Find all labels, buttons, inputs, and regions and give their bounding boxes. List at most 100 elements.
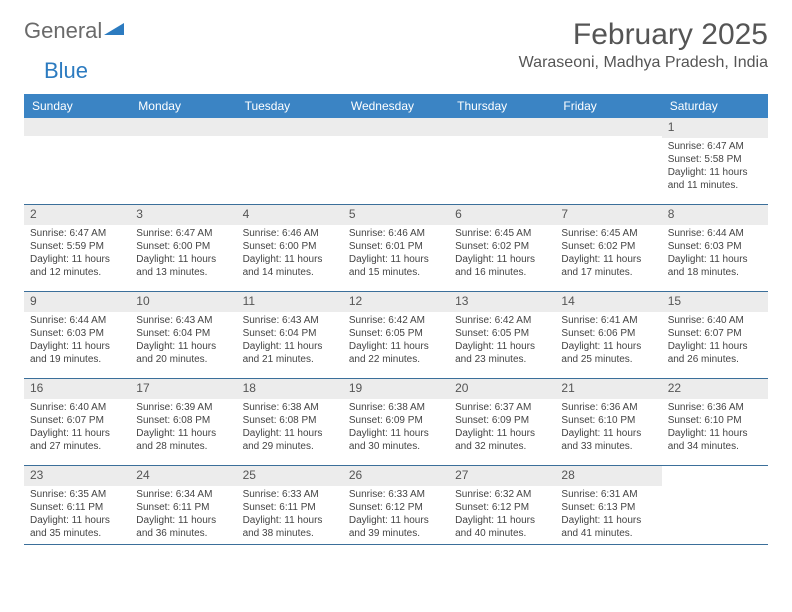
empty-cell (130, 118, 236, 204)
sunset-text: Sunset: 6:02 PM (455, 240, 549, 253)
daynum-row: 12 (343, 292, 449, 312)
sunrise-text: Sunrise: 6:34 AM (136, 488, 230, 501)
sunset-text: Sunset: 6:04 PM (136, 327, 230, 340)
daylight-line1: Daylight: 11 hours (30, 253, 124, 266)
daynum-row: 21 (555, 379, 661, 399)
daynum-row: 7 (555, 205, 661, 225)
daylight-line2: and 13 minutes. (136, 266, 230, 279)
daylight-line1: Daylight: 11 hours (668, 166, 762, 179)
day-cell: 28Sunrise: 6:31 AMSunset: 6:13 PMDayligh… (555, 466, 661, 544)
daylight-line1: Daylight: 11 hours (243, 427, 337, 440)
sunrise-text: Sunrise: 6:38 AM (243, 401, 337, 414)
daylight-line1: Daylight: 11 hours (136, 253, 230, 266)
daylight-line1: Daylight: 11 hours (668, 253, 762, 266)
daylight-line2: and 35 minutes. (30, 527, 124, 540)
daylight-line2: and 32 minutes. (455, 440, 549, 453)
day-number: 10 (136, 294, 149, 310)
daylight-line1: Daylight: 11 hours (668, 340, 762, 353)
daynum-row (130, 118, 236, 136)
day-number: 5 (349, 207, 356, 223)
sunset-text: Sunset: 6:02 PM (561, 240, 655, 253)
day-header: Sunday (24, 94, 130, 118)
daynum-row: 13 (449, 292, 555, 312)
daylight-line2: and 18 minutes. (668, 266, 762, 279)
daynum-row (237, 118, 343, 136)
daylight-line2: and 17 minutes. (561, 266, 655, 279)
day-cell: 6Sunrise: 6:45 AMSunset: 6:02 PMDaylight… (449, 205, 555, 291)
day-number: 12 (349, 294, 362, 310)
sunset-text: Sunset: 6:04 PM (243, 327, 337, 340)
sunset-text: Sunset: 6:07 PM (668, 327, 762, 340)
day-number: 3 (136, 207, 143, 223)
daylight-line1: Daylight: 11 hours (455, 427, 549, 440)
daylight-line2: and 20 minutes. (136, 353, 230, 366)
daylight-line1: Daylight: 11 hours (349, 427, 443, 440)
daynum-row (449, 118, 555, 136)
day-number: 16 (30, 381, 43, 397)
daylight-line1: Daylight: 11 hours (136, 340, 230, 353)
daylight-line2: and 16 minutes. (455, 266, 549, 279)
empty-cell (237, 118, 343, 204)
empty-cell (24, 118, 130, 204)
daylight-line2: and 40 minutes. (455, 527, 549, 540)
sunset-text: Sunset: 6:08 PM (243, 414, 337, 427)
day-number: 13 (455, 294, 468, 310)
day-cell: 18 Sunrise: 6:38 AMSunset: 6:08 PMDayligh… (237, 379, 343, 465)
sunset-text: Sunset: 6:10 PM (668, 414, 762, 427)
daynum-row: 18 (237, 379, 343, 399)
day-number: 1 (668, 120, 675, 136)
daylight-line2: and 23 minutes. (455, 353, 549, 366)
day-header-row: SundayMondayTuesdayWednesdayThursdayFrid… (24, 94, 768, 118)
daylight-line1: Daylight: 11 hours (30, 340, 124, 353)
daynum-row: 27 (449, 466, 555, 486)
sunset-text: Sunset: 6:00 PM (136, 240, 230, 253)
daylight-line1: Daylight: 11 hours (455, 514, 549, 527)
sunrise-text: Sunrise: 6:44 AM (30, 314, 124, 327)
sunset-text: Sunset: 6:11 PM (243, 501, 337, 514)
daynum-row: 14 (555, 292, 661, 312)
sunset-text: Sunset: 6:05 PM (455, 327, 549, 340)
day-cell: 17Sunrise: 6:39 AMSunset: 6:08 PMDayligh… (130, 379, 236, 465)
daynum-row: 25 (237, 466, 343, 486)
sunset-text: Sunset: 6:11 PM (30, 501, 124, 514)
daynum-row: 9 (24, 292, 130, 312)
day-header: Friday (555, 94, 661, 118)
sunset-text: Sunset: 6:10 PM (561, 414, 655, 427)
week-row: 16Sunrise: 6:40 AMSunset: 6:07 PMDayligh… (24, 379, 768, 466)
sunrise-text: Sunrise: 6:46 AM (243, 227, 337, 240)
sunset-text: Sunset: 6:11 PM (136, 501, 230, 514)
empty-cell (449, 118, 555, 204)
daylight-line2: and 19 minutes. (30, 353, 124, 366)
daylight-line2: and 21 minutes. (243, 353, 337, 366)
day-cell: 19Sunrise: 6:38 AMSunset: 6:09 PMDayligh… (343, 379, 449, 465)
day-header: Monday (130, 94, 236, 118)
sunrise-text: Sunrise: 6:41 AM (561, 314, 655, 327)
day-cell: 7Sunrise: 6:45 AMSunset: 6:02 PMDaylight… (555, 205, 661, 291)
daylight-line2: and 34 minutes. (668, 440, 762, 453)
sunrise-text: Sunrise: 6:43 AM (243, 314, 337, 327)
sunrise-text: Sunrise: 6:36 AM (668, 401, 762, 414)
day-number: 24 (136, 468, 149, 484)
daylight-line1: Daylight: 11 hours (561, 340, 655, 353)
daylight-line2: and 41 minutes. (561, 527, 655, 540)
daylight-line2: and 39 minutes. (349, 527, 443, 540)
daylight-line1: Daylight: 11 hours (561, 427, 655, 440)
sunrise-text: Sunrise: 6:44 AM (668, 227, 762, 240)
sunrise-text: Sunrise: 6:47 AM (668, 140, 762, 153)
daylight-line2: and 28 minutes. (136, 440, 230, 453)
logo: General (24, 18, 124, 44)
day-header: Saturday (662, 94, 768, 118)
day-number: 11 (243, 294, 255, 310)
day-cell: 10Sunrise: 6:43 AMSunset: 6:04 PMDayligh… (130, 292, 236, 378)
daynum-row: 6 (449, 205, 555, 225)
day-cell: 2Sunrise: 6:47 AMSunset: 5:59 PMDaylight… (24, 205, 130, 291)
day-cell: 26Sunrise: 6:33 AMSunset: 6:12 PMDayligh… (343, 466, 449, 544)
sunset-text: Sunset: 6:06 PM (561, 327, 655, 340)
day-number: 21 (561, 381, 574, 397)
day-cell: 1Sunrise: 6:47 AMSunset: 5:58 PMDaylight… (662, 118, 768, 204)
sunrise-text: Sunrise: 6:35 AM (30, 488, 124, 501)
week-row: 23Sunrise: 6:35 AMSunset: 6:11 PMDayligh… (24, 466, 768, 545)
day-cell: 15Sunrise: 6:40 AMSunset: 6:07 PMDayligh… (662, 292, 768, 378)
daylight-line2: and 22 minutes. (349, 353, 443, 366)
daylight-line1: Daylight: 11 hours (243, 340, 337, 353)
